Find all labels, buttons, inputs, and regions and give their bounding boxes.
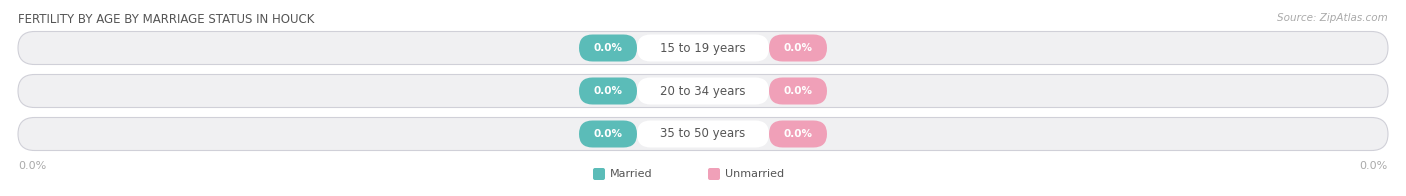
Text: 0.0%: 0.0% (593, 129, 623, 139)
Text: Unmarried: Unmarried (725, 169, 785, 179)
FancyBboxPatch shape (769, 121, 827, 148)
FancyBboxPatch shape (18, 117, 1388, 151)
Text: 35 to 50 years: 35 to 50 years (661, 128, 745, 141)
FancyBboxPatch shape (579, 34, 637, 62)
FancyBboxPatch shape (637, 77, 769, 104)
Text: Married: Married (610, 169, 652, 179)
Text: 0.0%: 0.0% (783, 86, 813, 96)
Text: 0.0%: 0.0% (783, 129, 813, 139)
FancyBboxPatch shape (769, 34, 827, 62)
Text: 0.0%: 0.0% (1360, 161, 1388, 171)
FancyBboxPatch shape (709, 168, 720, 180)
Text: 0.0%: 0.0% (18, 161, 46, 171)
FancyBboxPatch shape (637, 121, 769, 148)
Text: 0.0%: 0.0% (783, 43, 813, 53)
Text: FERTILITY BY AGE BY MARRIAGE STATUS IN HOUCK: FERTILITY BY AGE BY MARRIAGE STATUS IN H… (18, 13, 315, 26)
FancyBboxPatch shape (593, 168, 605, 180)
Text: 0.0%: 0.0% (593, 43, 623, 53)
Text: Source: ZipAtlas.com: Source: ZipAtlas.com (1277, 13, 1388, 23)
FancyBboxPatch shape (18, 74, 1388, 107)
FancyBboxPatch shape (579, 77, 637, 104)
FancyBboxPatch shape (637, 34, 769, 62)
Text: 0.0%: 0.0% (593, 86, 623, 96)
FancyBboxPatch shape (18, 32, 1388, 64)
FancyBboxPatch shape (769, 77, 827, 104)
FancyBboxPatch shape (579, 121, 637, 148)
Text: 20 to 34 years: 20 to 34 years (661, 84, 745, 97)
Text: 15 to 19 years: 15 to 19 years (661, 42, 745, 54)
